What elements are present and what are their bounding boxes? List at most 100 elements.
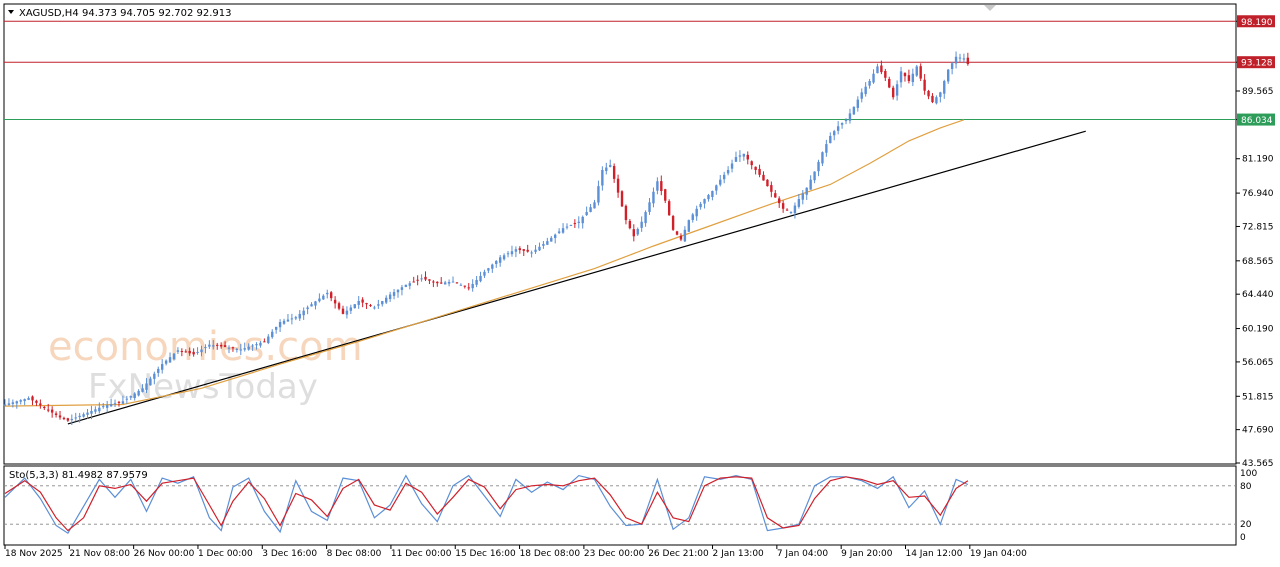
candle	[333, 296, 337, 309]
level-badge-text: 98.190	[1241, 18, 1273, 28]
candle-body	[176, 350, 180, 352]
candle	[251, 344, 254, 351]
candle-body	[915, 66, 918, 76]
candle-body	[385, 297, 388, 303]
candle-body	[813, 171, 816, 181]
candle-body	[703, 199, 706, 204]
candle-body	[47, 409, 50, 411]
candle-body	[624, 205, 628, 221]
candle	[278, 319, 282, 333]
candle	[239, 344, 242, 355]
candle-body	[357, 300, 360, 305]
candle	[463, 285, 467, 289]
candle-body	[377, 304, 380, 306]
trendline[interactable]	[67, 130, 1086, 425]
candle-body	[730, 163, 734, 169]
candle-body	[664, 189, 667, 201]
candle	[361, 297, 364, 308]
horizontal-levels	[4, 20, 1236, 121]
candle	[495, 260, 498, 268]
candle-body	[935, 97, 938, 104]
time-tick-label: 11 Dec 00:00	[391, 549, 452, 559]
candle-body	[314, 301, 317, 306]
candle	[648, 197, 651, 215]
candle	[632, 224, 635, 242]
candle-body	[495, 260, 498, 265]
candle	[223, 341, 227, 348]
candle	[274, 326, 278, 334]
collapse-triangle-icon[interactable]	[8, 10, 14, 14]
candle	[778, 196, 781, 208]
candle-body	[557, 231, 561, 233]
price-tick-label: 51.815	[1242, 392, 1274, 402]
candle	[420, 274, 423, 282]
candle-body	[844, 119, 848, 122]
candle	[157, 366, 160, 377]
candle	[852, 106, 856, 115]
candle	[601, 166, 604, 191]
candle-body	[286, 319, 290, 322]
candle	[943, 79, 946, 99]
candle-body	[35, 400, 38, 403]
candle-body	[102, 406, 105, 408]
candle	[227, 345, 231, 354]
candle-body	[141, 388, 144, 392]
price-tick-label: 76.940	[1242, 189, 1274, 199]
candle	[502, 253, 506, 261]
candle	[864, 82, 867, 97]
candle	[801, 189, 804, 205]
level-badge-98.190	[1237, 15, 1275, 28]
candle-body	[451, 281, 455, 283]
candle	[43, 405, 46, 410]
candle-body	[852, 106, 856, 115]
candle-body	[766, 179, 769, 187]
candle-body	[550, 237, 553, 242]
candle	[27, 396, 30, 401]
candle	[935, 95, 938, 105]
candle-body	[161, 364, 164, 370]
price-tick-label: 89.565	[1242, 87, 1274, 97]
candle	[475, 276, 478, 288]
candle	[94, 406, 97, 414]
candle	[550, 236, 553, 242]
candle-body	[781, 203, 785, 209]
candle-body	[691, 214, 694, 220]
candle	[125, 395, 129, 404]
candle	[310, 302, 313, 307]
candle-body	[644, 212, 647, 224]
candle-body	[958, 57, 962, 59]
candle	[907, 69, 911, 84]
candle	[483, 269, 486, 278]
candle	[915, 64, 918, 77]
candle	[923, 74, 926, 95]
candle	[927, 89, 930, 100]
candle	[416, 275, 419, 286]
candle-body	[652, 191, 655, 204]
stochastic-tick-label: 80	[1240, 482, 1252, 492]
candle	[326, 289, 329, 299]
candle	[734, 151, 738, 163]
time-tick-label: 26 Dec 21:00	[648, 549, 709, 559]
candle	[546, 237, 549, 246]
candle	[510, 245, 514, 257]
ohlc-values: 94.373 94.705 92.702 92.913	[82, 8, 232, 19]
candle	[90, 405, 93, 420]
candle	[137, 389, 140, 397]
candle-body	[62, 417, 66, 420]
candle-body	[833, 131, 836, 136]
candle	[86, 408, 89, 419]
candle	[50, 406, 54, 418]
candle-body	[876, 66, 879, 74]
candle-body	[66, 418, 70, 421]
candle	[880, 60, 883, 75]
candle-body	[939, 92, 942, 97]
candle-body	[318, 298, 321, 302]
candle	[675, 230, 679, 236]
candle-body	[117, 401, 121, 403]
candle	[329, 290, 333, 302]
candle	[707, 193, 710, 202]
level-badge-86.034	[1237, 113, 1275, 126]
candle	[286, 314, 290, 322]
chart-shift-marker-icon[interactable]	[984, 5, 996, 11]
candle	[487, 267, 490, 274]
